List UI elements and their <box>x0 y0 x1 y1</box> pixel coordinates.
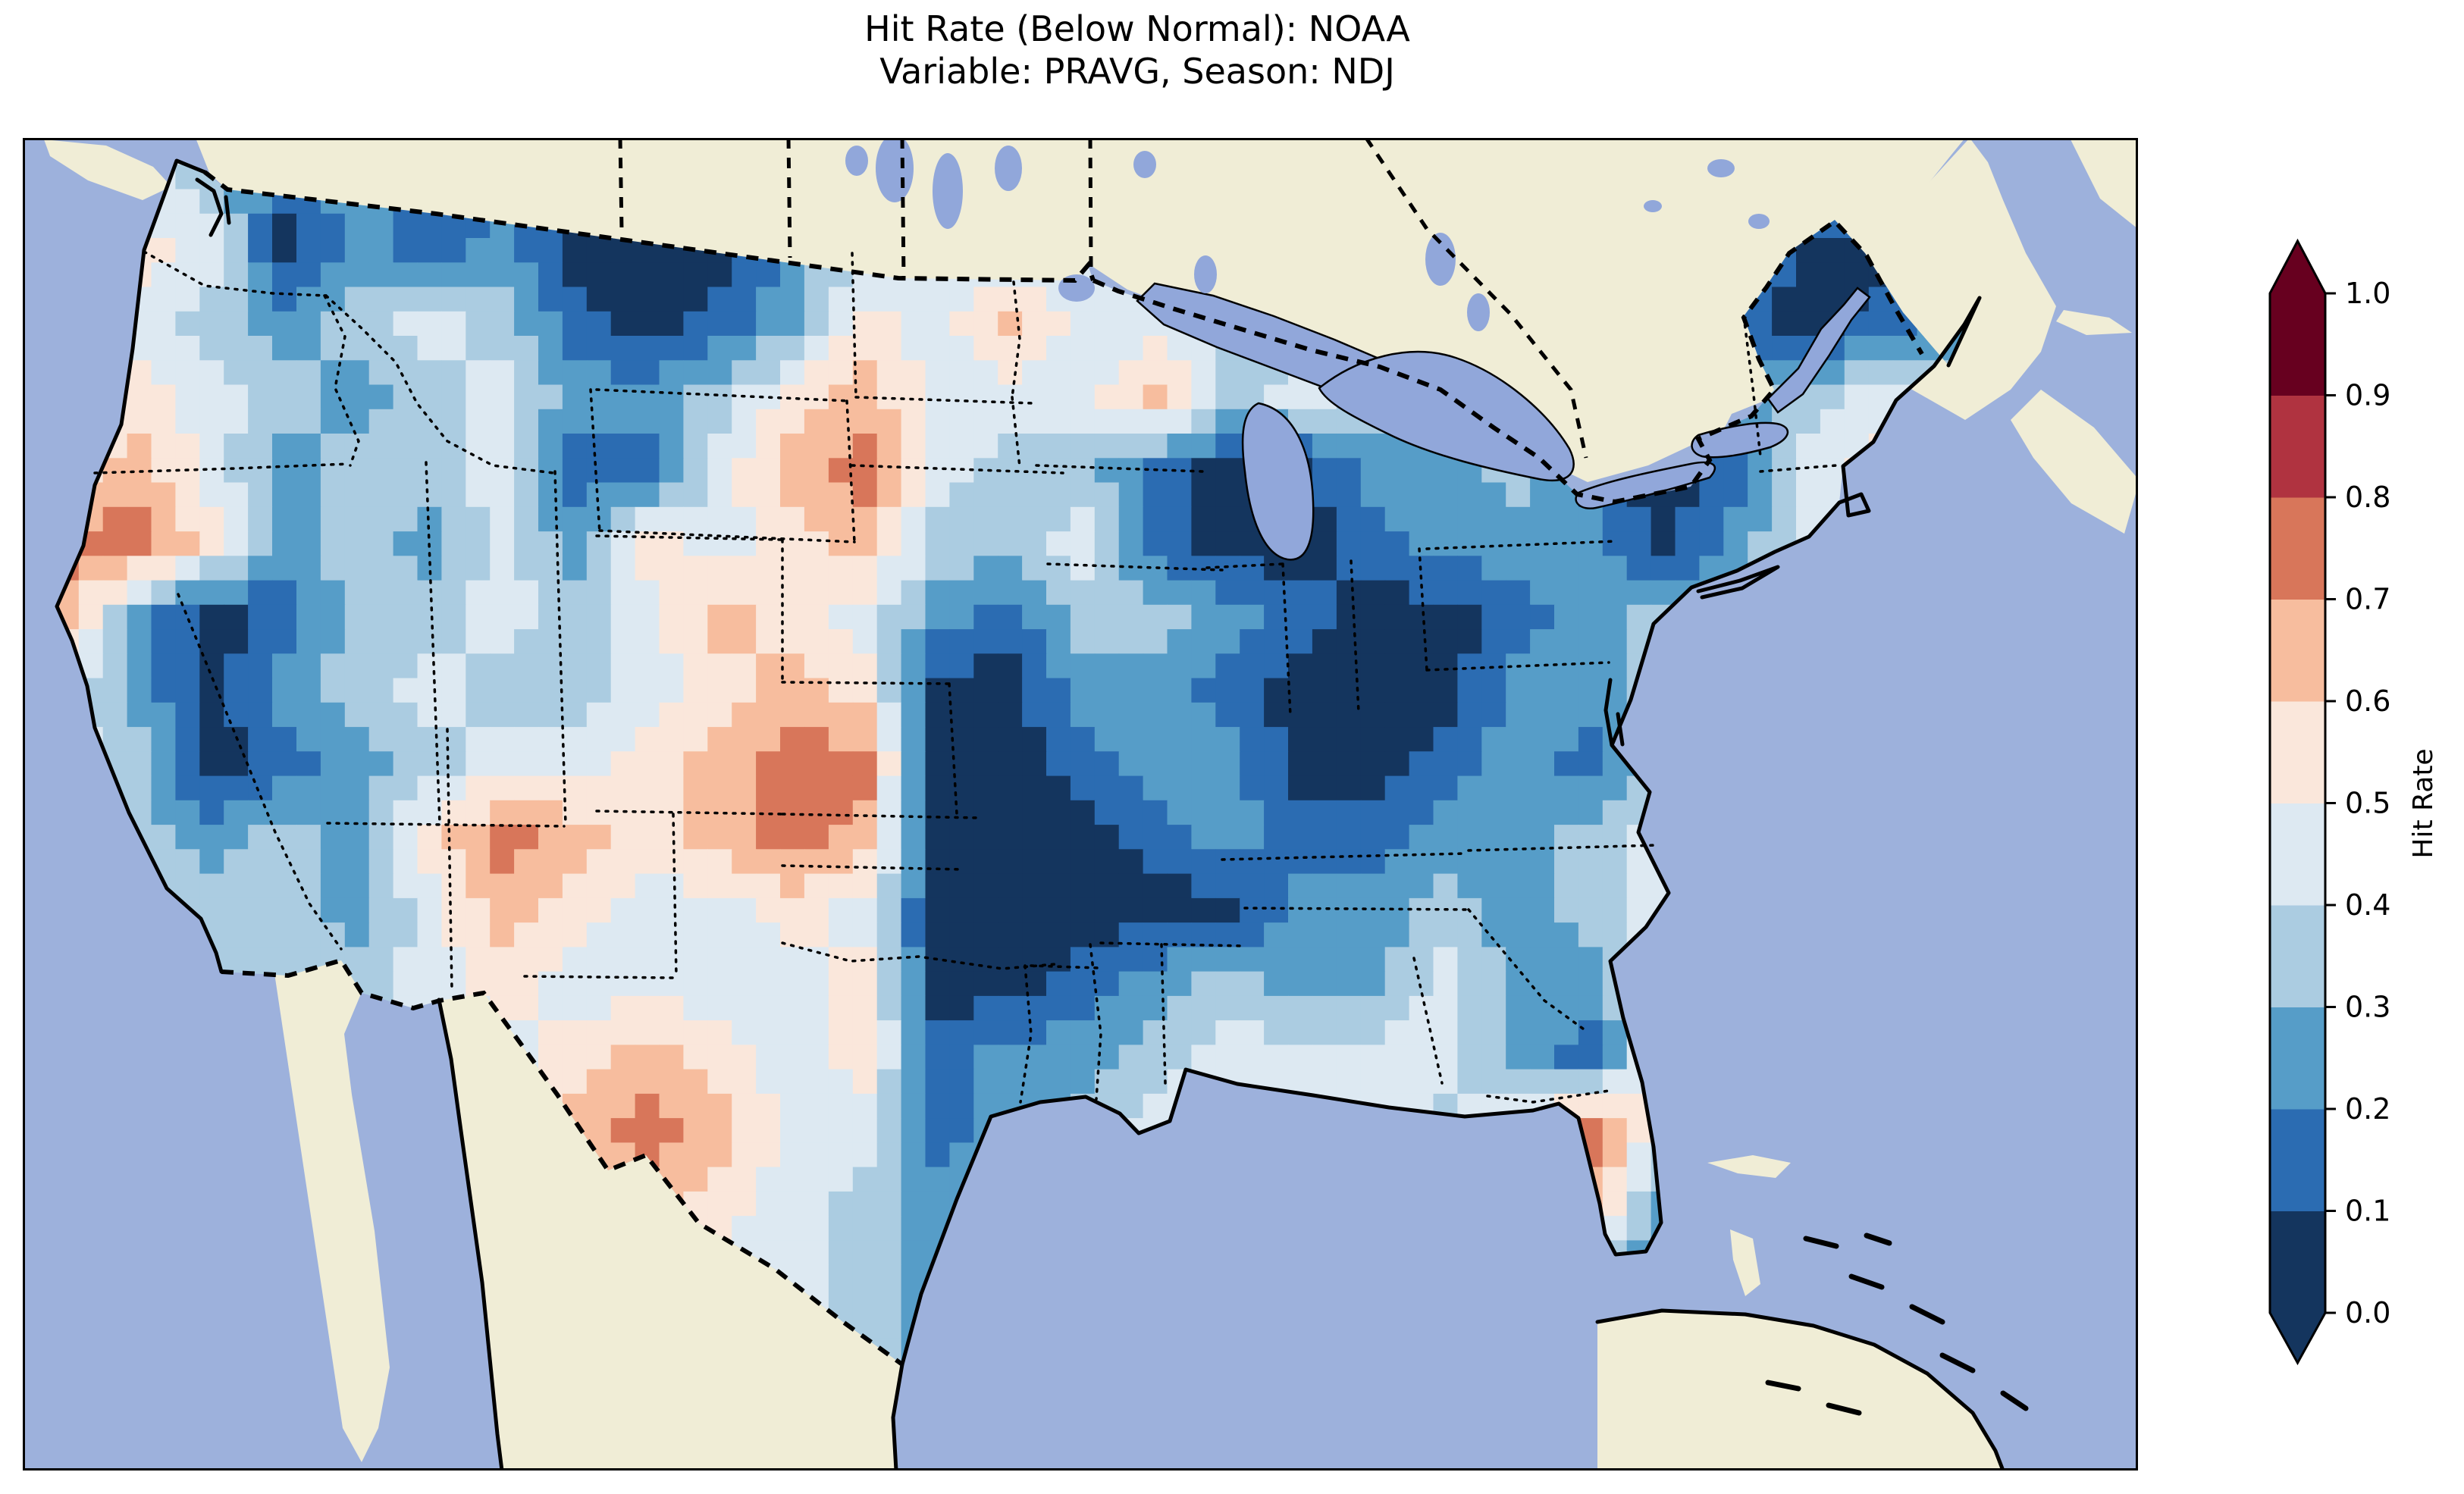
colorbar-tick-label: 0.2 <box>2345 1092 2390 1126</box>
state-borders <box>93 250 1838 1104</box>
chart-title-line1: Hit Rate (Below Normal): NOAA <box>864 8 1410 49</box>
colorbar-tick-label: 0.5 <box>2345 787 2390 820</box>
province-borders <box>618 138 1588 459</box>
coastlines <box>55 158 2029 1471</box>
colorbar-over-arrow <box>2270 241 2325 293</box>
colorbar-tick-label: 0.7 <box>2345 583 2390 616</box>
colorbar-tick-label: 0.4 <box>2345 888 2390 922</box>
country-borders <box>203 170 1924 1367</box>
chart-title-line2: Variable: PRAVG, Season: NDJ <box>879 51 1395 92</box>
colorbar-tick-label: 0.0 <box>2345 1296 2390 1330</box>
colorbar-under-arrow <box>2270 1313 2325 1363</box>
colorbar-segments <box>2270 293 2325 1314</box>
great-lakes <box>845 138 1871 561</box>
map-frame <box>23 138 2138 1471</box>
colorbar-tick-label: 0.3 <box>2345 991 2390 1024</box>
colorbar-ticks: 1.0 0.9 0.8 0.7 0.6 0.5 0.4 0.3 0.2 0.1 0.0 <box>2325 277 2390 1330</box>
colorbar-tick-label: 0.1 <box>2345 1195 2390 1228</box>
colorbar-tick-label: 0.6 <box>2345 684 2390 718</box>
colorbar-tick-label: 0.8 <box>2345 481 2390 514</box>
colorbar-axis-label: Hit Rate <box>2408 748 2439 858</box>
chart-title: Hit Rate (Below Normal): NOAA Variable: … <box>23 8 2252 92</box>
colorbar-tick-label: 0.9 <box>2345 379 2390 412</box>
colorbar: 1.0 0.9 0.8 0.7 0.6 0.5 0.4 0.3 0.2 0.1 0.0 Hit Rat… <box>2268 238 2439 1366</box>
us-hit-rate-map <box>23 138 2138 1471</box>
colorbar-tick-label: 1.0 <box>2345 277 2390 310</box>
